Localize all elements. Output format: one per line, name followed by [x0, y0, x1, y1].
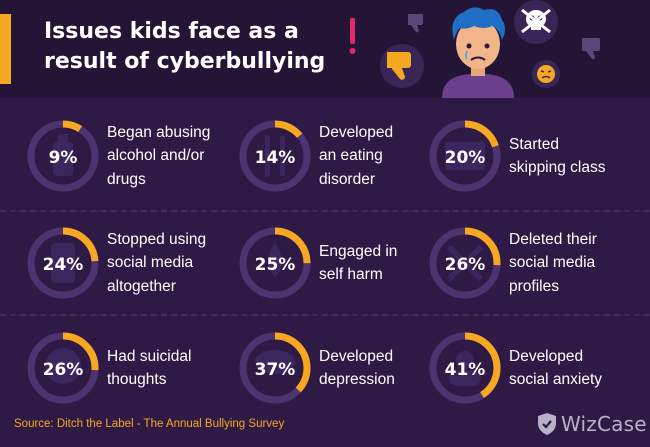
progress-arc	[429, 332, 501, 404]
stat-label: Began abusing alcohol and/or drugs	[107, 121, 247, 192]
stat-label-line: Started	[509, 135, 559, 153]
chalkboard-icon	[445, 142, 485, 170]
stat-label: Developed depression	[319, 345, 459, 392]
stat-label: Deleted their social media profiles	[509, 228, 649, 299]
stat-label: Engaged in self harm	[319, 240, 459, 287]
stat-label: Had suicidal thoughts	[107, 345, 247, 392]
brand-name: WizCase	[561, 412, 647, 436]
progress-arc	[27, 332, 99, 404]
skull-bubble-icon	[514, 0, 558, 44]
thumbs-down-right-icon	[582, 38, 600, 60]
delete-x-icon	[447, 245, 483, 281]
stat-label-line: Engaged in	[319, 242, 398, 260]
stat-label-line: Developed	[509, 347, 584, 365]
stat-label-line: an eating	[319, 147, 383, 165]
head-icon	[45, 348, 81, 384]
value-label: 24%	[43, 255, 84, 275]
exclamation-icon	[349, 18, 356, 54]
stat-label-line: skipping class	[509, 159, 606, 176]
progress-arc	[239, 332, 311, 404]
stat-label-line: social media	[509, 254, 596, 272]
value-label: 41%	[445, 360, 486, 380]
people-icon	[449, 351, 481, 386]
stat-label: Started skipping class	[509, 133, 649, 180]
rain-cloud-icon	[255, 350, 295, 374]
accent-bar	[0, 14, 11, 84]
shield-icon	[538, 413, 556, 435]
stat-label-line: self harm	[319, 266, 383, 283]
stat-label-line: Developed	[319, 123, 394, 141]
value-label: 20%	[445, 148, 486, 168]
stat-label-line: alcohol and/or	[107, 147, 205, 165]
progress-arc	[239, 120, 311, 192]
stat-label-line: Stopped using	[107, 230, 207, 248]
thumbs-down-bubble-icon	[380, 44, 424, 88]
stat-label: Stopped using social media altogether	[107, 228, 247, 299]
stat-label-line: depression	[319, 371, 395, 388]
chart-title: Issues kids face as a result of cyberbul…	[44, 17, 364, 77]
row-divider-1	[0, 210, 650, 212]
stat-label-line: disorder	[319, 170, 375, 188]
stats-grid: 9% 14% 20% 24% 25% 26% 26% 37% 41%	[27, 120, 501, 404]
value-label: 14%	[255, 148, 296, 168]
thumbs-down-icon	[408, 14, 423, 33]
stat-label-line: social anxiety	[509, 371, 603, 388]
fork-knife-icon	[265, 136, 285, 176]
stat-label: Developed an eating disorder	[319, 121, 459, 192]
progress-arc	[27, 120, 99, 192]
value-label: 26%	[43, 360, 84, 380]
brand-logo: WizCase	[536, 410, 647, 438]
row-divider-2	[0, 314, 650, 316]
stat-label-line: drugs	[107, 170, 146, 188]
stat-label-line: Developed	[319, 347, 394, 365]
value-label: 9%	[49, 148, 78, 168]
sad-kid-illustration	[349, 0, 600, 98]
stat-label-line: thoughts	[107, 371, 167, 388]
progress-arc	[27, 227, 99, 299]
phone-icon	[51, 243, 75, 283]
stat-label-line: profiles	[509, 277, 559, 295]
angry-face-bubble-icon	[532, 60, 560, 88]
progress-arc	[429, 227, 501, 299]
source-text: Source: Ditch the Label - The Annual Bul…	[14, 418, 285, 430]
stat-label: Developed social anxiety	[509, 345, 649, 392]
blood-drop-icon	[268, 243, 282, 277]
progress-arc	[239, 227, 311, 299]
header-band: Issues kids face as a result of cyberbul…	[0, 0, 650, 98]
stat-label-line: altogether	[107, 277, 176, 295]
stat-label-line: social media	[107, 254, 194, 272]
value-label: 25%	[255, 255, 296, 275]
stat-label-line: Had suicidal	[107, 347, 192, 365]
value-label: 37%	[255, 360, 296, 380]
stat-label-line: Deleted their	[509, 230, 597, 248]
title-line-2: result of cyberbullying	[44, 49, 326, 74]
stat-label-line: Began abusing	[107, 123, 211, 141]
value-label: 26%	[445, 255, 486, 275]
title-line-1: Issues kids face as a	[44, 19, 299, 44]
bottle-icon	[53, 134, 73, 176]
kid-figure	[442, 7, 514, 98]
progress-arc	[429, 120, 501, 192]
